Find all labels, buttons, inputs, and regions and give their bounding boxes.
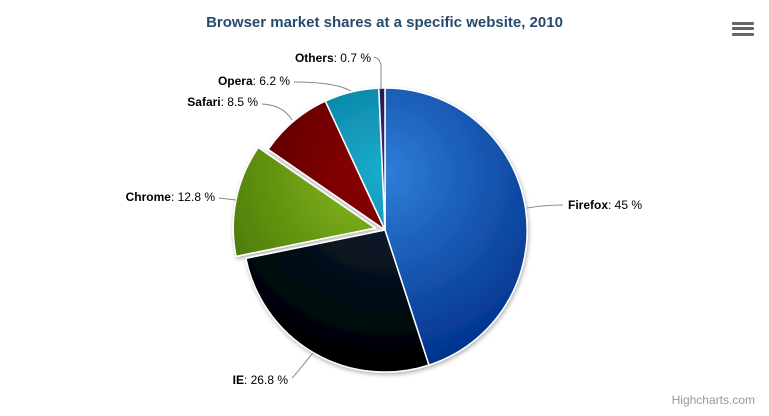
hamburger-icon <box>732 21 754 37</box>
pie-slice-chrome[interactable] <box>232 146 376 258</box>
pie-series <box>232 87 528 373</box>
pie-slice-ie[interactable] <box>245 229 430 373</box>
label-connector-safari <box>261 103 293 121</box>
hamburger-bar <box>732 27 754 31</box>
pie-slice-firefox[interactable] <box>384 87 528 366</box>
chart-title: Browser market shares at a specific webs… <box>206 14 563 31</box>
hamburger-bar <box>732 21 754 25</box>
hamburger-bar <box>732 33 754 37</box>
label-connector-opera <box>293 81 352 92</box>
pie-slice-others[interactable] <box>378 87 386 231</box>
label-connector-ie <box>291 352 314 379</box>
label-connector-chrome <box>218 197 237 201</box>
label-connector-others <box>373 56 382 89</box>
credits-link[interactable]: Highcharts.com <box>671 393 755 407</box>
label-connector-firefox <box>526 204 564 209</box>
export-menu-button[interactable] <box>731 19 755 39</box>
